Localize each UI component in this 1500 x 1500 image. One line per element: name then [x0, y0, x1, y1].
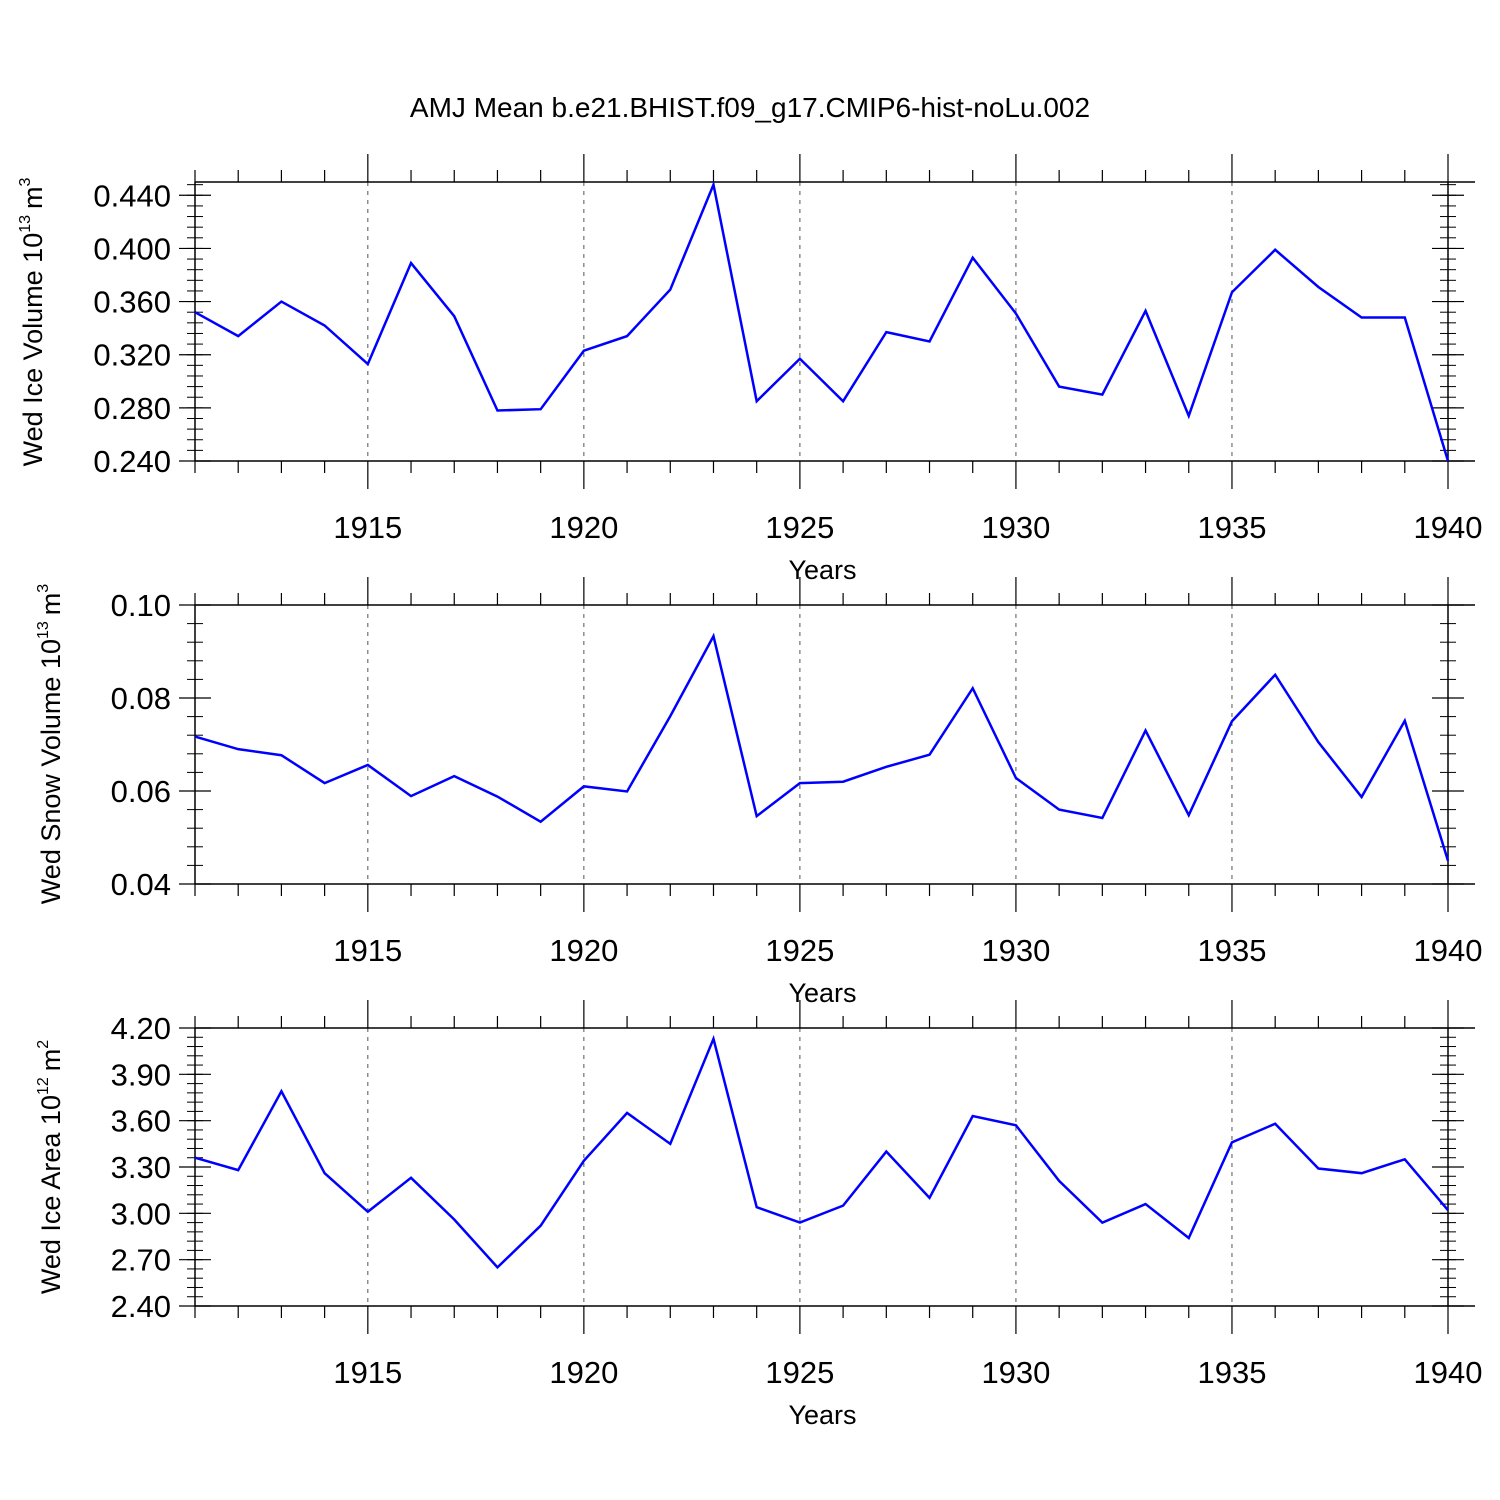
y-axis-title-unit: m: [18, 186, 48, 209]
series-line-1: [194, 632, 1450, 862]
y-tick-label: 0.320: [93, 338, 171, 373]
y-tick-label: 0.280: [93, 391, 171, 426]
y-axis-title-unit-exp: 3: [35, 584, 52, 593]
x-tick-label: 1930: [981, 1355, 1050, 1390]
series-line-1: [194, 180, 1450, 462]
y-axis-title: Wed Snow Volume 1013 m3: [35, 584, 66, 904]
y-tick-label: 0.10: [111, 588, 171, 623]
y-axis-title-unit: m: [36, 593, 66, 616]
y-tick-label: 3.30: [111, 1150, 171, 1185]
y-tick-label: 2.70: [111, 1243, 171, 1278]
x-tick-label: 1920: [549, 1355, 618, 1390]
y-tick-label: 0.04: [111, 867, 171, 902]
x-tick-label: 1920: [549, 933, 618, 968]
y-tick-label: 0.440: [93, 178, 171, 213]
y-axis-title: Wed Ice Volume 1013 m3: [17, 177, 48, 466]
y-axis-title-unit: m: [36, 1049, 66, 1072]
panel-2: 1915 1920 1925 1930 1935 1940 0.04 0.06 0.08 0.10…: [35, 577, 1482, 1008]
x-axis-title: Years: [788, 978, 856, 1008]
x-tick-label: 1935: [1197, 510, 1266, 545]
x-tick-label: 1915: [333, 1355, 402, 1390]
y-tick-label: 3.60: [111, 1104, 171, 1139]
x-tick-label: 1925: [765, 1355, 834, 1390]
y-tick-label: 4.20: [111, 1011, 171, 1046]
series-line-1: [194, 1034, 1449, 1270]
x-tick-label: 1940: [1414, 933, 1483, 968]
y-axis-title-main: Wed Ice Area 10: [36, 1095, 66, 1294]
x-tick-label: 1935: [1197, 1355, 1266, 1390]
x-tick-label: 1940: [1414, 1355, 1483, 1390]
y-axis-title-exp: 13: [35, 621, 52, 639]
y-tick-label: 0.360: [93, 285, 171, 320]
page-title: AMJ Mean b.e21.BHIST.f09_g17.CMIP6-hist-…: [409, 92, 1091, 123]
x-axis-title: Years: [788, 1400, 856, 1430]
y-tick-label: 2.40: [111, 1289, 171, 1324]
y-axis-title-unit-exp: 3: [17, 177, 34, 186]
y-axis-title-unit-exp: 2: [35, 1040, 52, 1049]
y-tick-label: 3.90: [111, 1057, 171, 1092]
x-tick-label: 1935: [1197, 933, 1266, 968]
x-tick-label: 1930: [981, 933, 1050, 968]
y-tick-label: 0.400: [93, 231, 171, 266]
y-axis-title-main: Wed Snow Volume 10: [36, 639, 66, 904]
y-axis-title: Wed Ice Area 1012 m2: [35, 1040, 66, 1294]
panel-1: 1915 1920 1925 1930 1935 1940 0.240 0.280 0.320 0…: [17, 154, 1482, 585]
panel-3: 1915 1920 1925 1930 1935 1940 2.40 2.70 3.00 3.30…: [35, 1000, 1482, 1430]
x-tick-label: 1940: [1414, 510, 1483, 545]
y-tick-label: 0.240: [93, 444, 171, 479]
x-tick-label: 1915: [333, 933, 402, 968]
y-axis-title-exp: 13: [17, 215, 34, 233]
x-axis-title: Years: [788, 555, 856, 585]
y-tick-label: 0.06: [111, 774, 171, 809]
y-axis-title-main: Wed Ice Volume 10: [18, 233, 48, 467]
x-tick-label: 1920: [549, 510, 618, 545]
y-axis-title-exp: 12: [35, 1077, 52, 1095]
x-tick-label: 1915: [333, 510, 402, 545]
y-tick-label: 3.00: [111, 1196, 171, 1231]
x-tick-label: 1925: [765, 510, 834, 545]
x-tick-label: 1930: [981, 510, 1050, 545]
y-tick-label: 0.08: [111, 681, 171, 716]
x-tick-label: 1925: [765, 933, 834, 968]
